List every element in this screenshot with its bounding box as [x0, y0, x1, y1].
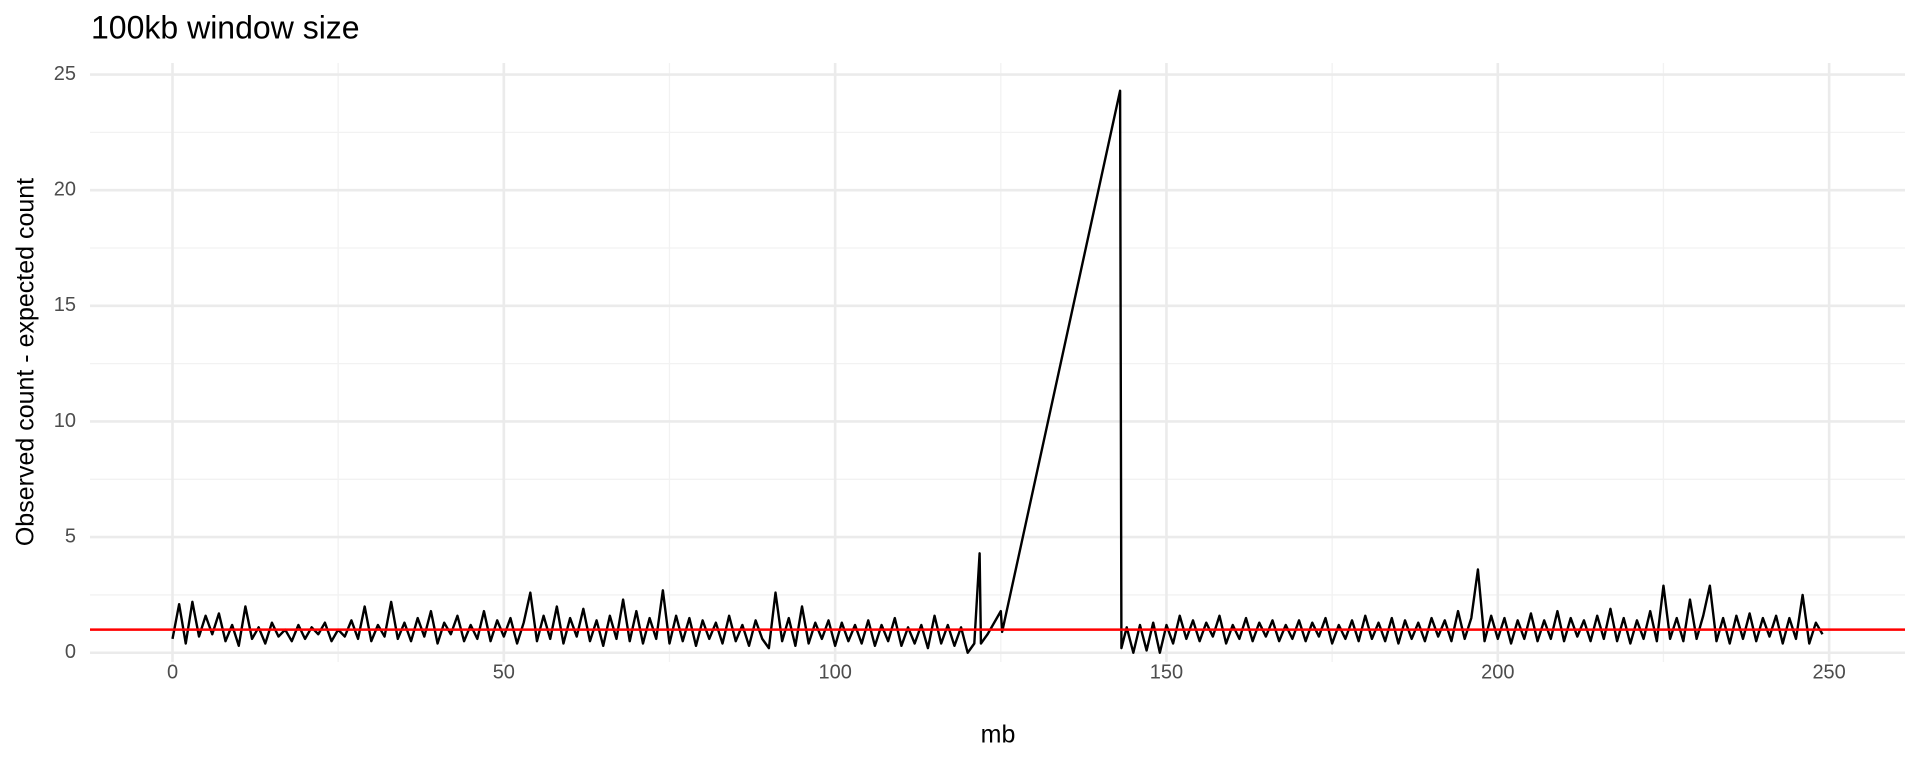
y-tick-label: 20: [54, 178, 76, 200]
y-tick-label: 15: [54, 294, 76, 316]
x-tick-label: 150: [1150, 661, 1183, 683]
y-axis-label: Observed count - expected count: [12, 178, 40, 546]
x-tick-label: 50: [493, 661, 515, 683]
chart-title: 100kb window size: [91, 9, 360, 45]
y-tick-label: 5: [65, 525, 76, 547]
y-tick-label: 0: [65, 641, 76, 663]
x-tick-label: 200: [1481, 661, 1514, 683]
grid: [90, 63, 1905, 662]
x-tick-label: 0: [167, 661, 178, 683]
plot-area: [90, 89, 1905, 654]
x-tick-label: 250: [1812, 661, 1845, 683]
y-tick-label: 25: [54, 63, 76, 85]
data-line: [171, 89, 1824, 654]
y-tick-label: 10: [54, 410, 76, 432]
x-axis-label: mb: [981, 721, 1016, 749]
x-tick-label: 100: [818, 661, 851, 683]
